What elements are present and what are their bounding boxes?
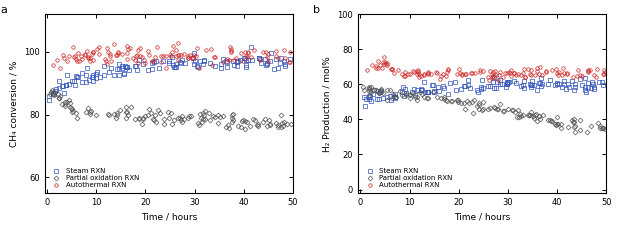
Steam RXN: [600, 84, 607, 86]
Autothermal RXN: [494, 79, 502, 81]
Line: Steam RXN: Steam RXN: [362, 76, 605, 107]
Partial oxidation RXN: [463, 100, 470, 103]
Steam RXN: [229, 59, 236, 62]
Steam RXN: [236, 59, 244, 61]
Autothermal RXN: [211, 55, 218, 58]
Autothermal RXN: [175, 42, 182, 44]
Line: Autothermal RXN: Autothermal RXN: [51, 41, 292, 70]
Partial oxidation RXN: [152, 121, 160, 123]
Partial oxidation RXN: [116, 108, 123, 111]
Autothermal RXN: [287, 51, 294, 54]
Partial oxidation RXN: [535, 115, 542, 118]
Autothermal RXN: [420, 74, 428, 76]
Partial oxidation RXN: [602, 128, 609, 131]
Partial oxidation RXN: [228, 120, 235, 123]
Steam RXN: [168, 56, 176, 58]
X-axis label: Time / hours: Time / hours: [141, 212, 197, 222]
X-axis label: Time / hours: Time / hours: [454, 212, 510, 222]
Autothermal RXN: [106, 53, 114, 55]
Autothermal RXN: [227, 48, 234, 50]
Steam RXN: [100, 65, 107, 68]
Steam RXN: [490, 76, 497, 79]
Steam RXN: [286, 58, 293, 60]
Partial oxidation RXN: [287, 123, 294, 126]
Autothermal RXN: [601, 70, 608, 73]
Legend: Steam RXN, Partial oxidation RXN, Autothermal RXN: Steam RXN, Partial oxidation RXN, Autoth…: [362, 167, 453, 190]
Autothermal RXN: [136, 54, 144, 57]
Steam RXN: [247, 46, 255, 49]
Partial oxidation RXN: [48, 88, 56, 91]
Partial oxidation RXN: [238, 126, 245, 129]
Partial oxidation RXN: [416, 91, 424, 94]
Autothermal RXN: [160, 55, 167, 58]
Line: Partial oxidation RXN: Partial oxidation RXN: [362, 85, 607, 133]
Text: b: b: [313, 5, 320, 15]
Autothermal RXN: [381, 56, 388, 58]
Partial oxidation RXN: [360, 86, 367, 89]
Y-axis label: CH₄ conversion / %: CH₄ conversion / %: [9, 60, 19, 147]
Partial oxidation RXN: [519, 114, 526, 116]
Partial oxidation RXN: [206, 119, 213, 122]
Steam RXN: [466, 86, 474, 89]
Autothermal RXN: [489, 75, 497, 78]
Partial oxidation RXN: [484, 107, 492, 110]
Autothermal RXN: [543, 71, 550, 74]
Steam RXN: [424, 91, 431, 94]
Partial oxidation RXN: [46, 92, 54, 95]
Text: a: a: [0, 5, 7, 15]
Autothermal RXN: [188, 56, 195, 59]
Line: Partial oxidation RXN: Partial oxidation RXN: [49, 88, 292, 131]
Partial oxidation RXN: [548, 120, 555, 122]
Autothermal RXN: [57, 67, 64, 70]
Steam RXN: [134, 68, 141, 71]
Steam RXN: [362, 104, 369, 107]
Steam RXN: [538, 83, 545, 86]
Y-axis label: H₂ Production / mol%: H₂ Production / mol%: [323, 56, 332, 152]
Steam RXN: [360, 96, 367, 99]
Autothermal RXN: [533, 67, 540, 70]
Legend: Steam RXN, Partial oxidation RXN, Autothermal RXN: Steam RXN, Partial oxidation RXN, Autoth…: [48, 167, 140, 190]
Steam RXN: [45, 99, 52, 101]
Steam RXN: [200, 59, 207, 62]
Line: Autothermal RXN: Autothermal RXN: [365, 55, 607, 82]
Partial oxidation RXN: [583, 131, 590, 133]
Partial oxidation RXN: [178, 118, 185, 121]
Steam RXN: [493, 81, 500, 84]
Partial oxidation RXN: [365, 85, 373, 88]
Steam RXN: [555, 83, 563, 86]
Autothermal RXN: [462, 73, 470, 76]
Autothermal RXN: [363, 68, 370, 71]
Partial oxidation RXN: [242, 128, 249, 130]
Autothermal RXN: [517, 74, 524, 77]
Line: Steam RXN: Steam RXN: [48, 46, 291, 102]
Steam RXN: [527, 85, 534, 88]
Autothermal RXN: [49, 64, 56, 66]
